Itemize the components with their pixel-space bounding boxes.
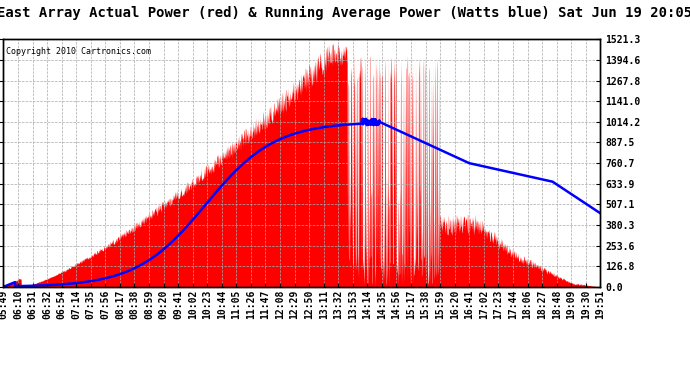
Text: East Array Actual Power (red) & Running Average Power (Watts blue) Sat Jun 19 20: East Array Actual Power (red) & Running … bbox=[0, 6, 690, 20]
Text: Copyright 2010 Cartronics.com: Copyright 2010 Cartronics.com bbox=[6, 47, 151, 56]
